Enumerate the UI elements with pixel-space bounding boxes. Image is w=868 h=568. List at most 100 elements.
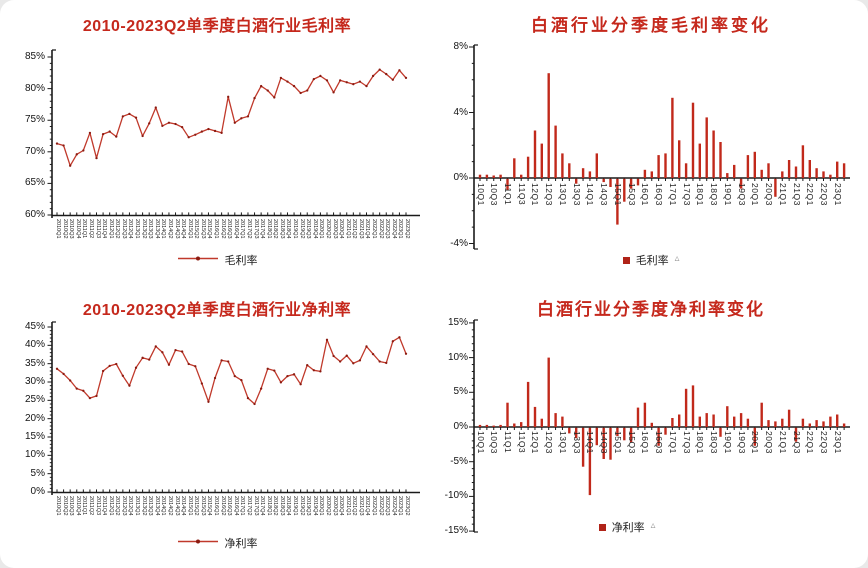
bar	[781, 171, 784, 178]
bar	[691, 385, 695, 427]
bar	[739, 413, 743, 427]
x-axis-tick-label: 19Q3	[736, 183, 747, 206]
line-point	[194, 365, 197, 368]
x-axis-tick-label: 2019Q3	[305, 219, 312, 239]
x-axis-tick-label: 11Q3	[516, 183, 527, 206]
y-axis-tick-label: 80%	[24, 82, 45, 94]
bar	[712, 130, 715, 178]
line-point	[115, 135, 118, 138]
panel-net-margin-quarterly: 2010-2023Q2单季度白酒行业净利率 45% 40% 35% 30% 25% 20%…	[0, 284, 434, 568]
x-axis-tick-label: 2017Q3	[252, 219, 259, 239]
line-point	[299, 383, 302, 386]
x-axis-tick-label: 12Q3	[544, 183, 555, 206]
y-axis-tick-label: 0%	[453, 421, 468, 432]
x-axis-tick-label: 2019Q2	[298, 496, 305, 516]
x-axis-tick-label: 18Q1	[695, 183, 706, 206]
line-point	[101, 132, 105, 136]
bar	[753, 427, 756, 446]
bar	[561, 153, 564, 178]
x-axis-tick-label: 2012Q3	[120, 496, 127, 516]
x-axis-tick-label: 2014Q2	[166, 496, 173, 516]
x-axis-tick-label: 2023Q2	[404, 219, 410, 239]
x-axis-tick-label: 2020Q3	[331, 496, 338, 516]
bar	[767, 163, 770, 178]
line-point	[88, 396, 92, 400]
line-point	[174, 122, 177, 126]
x-axis-tick-label: 22Q1	[805, 183, 816, 206]
x-axis-tick-label: 12Q1	[530, 431, 541, 454]
bar	[568, 427, 571, 434]
y-axis-tick-label: 15%	[24, 431, 45, 442]
line-point	[292, 373, 296, 376]
y-axis-tick-label: 0%	[453, 172, 468, 183]
bar	[513, 158, 516, 178]
legend-suffix: △	[650, 522, 656, 529]
line-point	[266, 89, 269, 92]
bar	[609, 427, 612, 460]
legend-line-marker-icon	[177, 254, 219, 266]
bar	[575, 178, 578, 184]
line-point	[154, 106, 157, 109]
x-axis-tick-label: 2013Q1	[134, 219, 141, 239]
y-axis-tick-label: 25%	[24, 394, 45, 406]
bar	[581, 168, 585, 178]
x-axis-tick-label: 2011Q1	[81, 219, 88, 239]
bar	[581, 427, 585, 467]
bar	[650, 422, 653, 427]
line-point	[292, 84, 296, 88]
x-axis-tick-label: 2017Q2	[245, 496, 252, 516]
y-axis-tick-label: 60%	[24, 209, 45, 220]
x-axis-tick-label: 2011Q4	[101, 219, 108, 239]
x-axis-tick-label: 2015Q3	[199, 219, 206, 239]
panel-gross-margin-quarterly: 2010-2023Q2单季度白酒行业毛利率 85% 80% 75% 70% 65% 60%…	[0, 0, 434, 284]
x-axis-tick-label: 16Q1	[640, 183, 651, 206]
x-axis-tick-label: 2016Q1	[213, 496, 220, 516]
line-point	[227, 95, 230, 98]
x-axis-tick-label: 11Q3	[516, 431, 527, 454]
bar	[836, 414, 839, 427]
bar	[520, 422, 523, 427]
x-axis-tick-label: 2013Q3	[147, 496, 154, 516]
x-axis-tick-label: 20Q3	[764, 431, 775, 454]
x-axis-tick-label: 12Q3	[544, 431, 555, 454]
x-axis-tick-label: 2018Q3	[278, 496, 285, 516]
x-axis-tick-label: 2016Q2	[219, 496, 226, 516]
x-axis-tick-label: 2019Q1	[292, 496, 299, 516]
x-axis-tick-label: 10Q3	[489, 431, 500, 454]
line-point	[220, 131, 223, 134]
line-point	[259, 84, 263, 88]
x-axis-tick-label: 14Q1	[585, 431, 596, 454]
line-point	[365, 84, 368, 88]
x-axis-tick-label: 15Q3	[626, 431, 637, 454]
bar	[684, 388, 688, 427]
x-axis-tick-label: 2010Q2	[61, 219, 68, 239]
bar	[815, 168, 818, 178]
bar	[739, 178, 743, 189]
bar	[513, 423, 516, 427]
x-axis-tick-label: 2015Q3	[199, 496, 206, 516]
x-axis-tick-label: 2018Q4	[285, 496, 292, 516]
legend-square-marker-icon	[622, 256, 630, 264]
y-axis-tick-label: 15%	[447, 316, 468, 328]
x-axis-tick-label: 2019Q4	[311, 496, 318, 516]
gross-margin-change-bar-svg	[469, 44, 850, 250]
bar	[506, 402, 509, 427]
x-axis-tick-label: 2020Q4	[338, 496, 345, 516]
x-axis-tick-label: 2021Q1	[344, 219, 351, 239]
x-axis-tick-label: 14Q3	[599, 183, 610, 206]
line-point	[273, 96, 276, 99]
bar	[595, 153, 598, 178]
line-point	[365, 345, 368, 348]
line-point	[95, 394, 98, 398]
bar	[678, 414, 681, 427]
bar	[554, 125, 557, 178]
x-axis-tick-label: 2017Q4	[259, 219, 266, 239]
line-point	[371, 74, 375, 78]
x-axis-tick-label: 21Q3	[791, 183, 802, 206]
legend-gross-margin: 毛利率	[0, 252, 434, 268]
line-point	[207, 400, 210, 403]
net-margin-change-plot: 15% 10% 5% 0% -5% -10% -15% 10Q1 10Q3 11Q1 11Q3 12Q…	[434, 284, 868, 568]
line-point	[161, 124, 164, 128]
legend-net-margin-change: 净利率 △	[410, 519, 844, 535]
